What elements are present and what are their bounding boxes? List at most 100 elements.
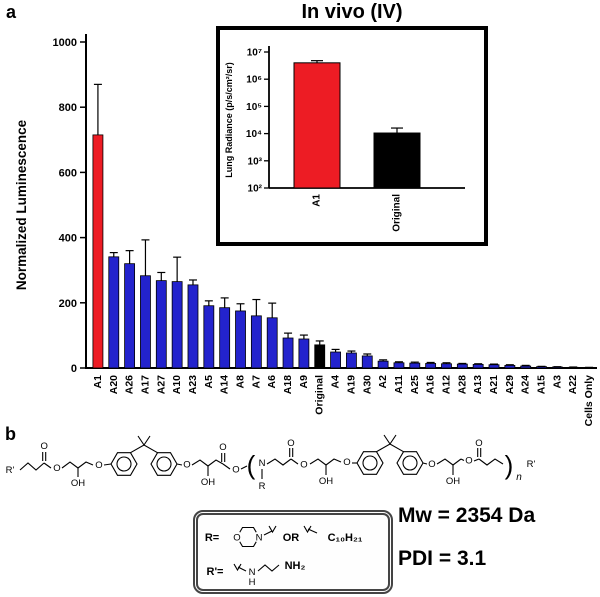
inset-bar-chart: 10² 10³ 10⁴ 10⁵ 10⁶ 10⁷ Lung Radiance (p/s/cm²… xyxy=(224,46,465,232)
x-tick-label: A3 xyxy=(551,375,563,389)
x-tick-label: A22 xyxy=(567,375,579,394)
y-tick-label: 10⁶ xyxy=(246,75,262,86)
y-tick-label: 10⁵ xyxy=(246,102,262,113)
amine-n-label: N xyxy=(259,458,266,469)
x-tick-label: A13 xyxy=(472,375,484,394)
x-tick-label: A19 xyxy=(345,375,357,394)
bar-A8 xyxy=(235,310,246,369)
hydroxyl-label: OH xyxy=(319,476,333,487)
molecular-weight-text: Mw = 2354 Da xyxy=(398,504,536,527)
x-tick-label: A25 xyxy=(409,375,421,394)
x-tick-label: A26 xyxy=(124,375,136,394)
x-tick-label: A20 xyxy=(108,375,120,394)
carbonyl-o-label: O xyxy=(41,441,48,452)
close-paren: ) xyxy=(505,450,514,480)
morpholine-o-label: O xyxy=(233,533,240,544)
bar-A2 xyxy=(377,360,389,369)
carbonyl-o-label: O xyxy=(219,442,226,453)
bar-A9 xyxy=(298,338,310,369)
y-tick-label: 10⁷ xyxy=(247,48,262,59)
bar-A25 xyxy=(409,362,421,369)
bar-A20 xyxy=(108,256,120,369)
panel-a-label: a xyxy=(6,2,17,22)
hydroxyl-label: OH xyxy=(446,476,460,487)
structure-bonds xyxy=(19,434,504,479)
x-tick-label: A15 xyxy=(536,375,548,394)
amine-h-label: H xyxy=(249,577,256,587)
pdi-text: PDI = 3.1 xyxy=(398,547,487,570)
x-tick-label: A1 xyxy=(312,194,323,207)
bar-A28 xyxy=(456,363,468,369)
x-tick-label: A21 xyxy=(488,375,500,394)
terminal-amine-label: NH₂ xyxy=(285,560,306,572)
x-tick-label: Original xyxy=(314,375,326,415)
bar-A30 xyxy=(361,355,373,369)
y-tick-label: 400 xyxy=(59,233,77,245)
y-tick-label: 0 xyxy=(71,363,77,375)
carbonyl-o-label: O xyxy=(287,438,294,449)
x-tick-label: A16 xyxy=(425,375,437,394)
hydroxyl-label: OH xyxy=(71,478,85,489)
r-prime-right-label: R' xyxy=(527,459,536,470)
x-tick-label: A14 xyxy=(219,375,231,394)
bar-A14 xyxy=(219,307,231,369)
bar-A16 xyxy=(425,363,437,369)
x-tick-label: A10 xyxy=(171,375,183,394)
legend-bonds xyxy=(231,525,318,572)
main-bar-chart: 0 200 400 600 800 1000 Normalized Luminescence… xyxy=(14,34,597,427)
ester-o-label: O xyxy=(300,460,307,471)
x-tick-label: A27 xyxy=(155,375,167,394)
phenol-o-label: O xyxy=(183,460,190,471)
r-group-legend-box: R= O N OR C₁₀H₂₁ R'= N H NH₂ xyxy=(193,510,393,594)
alkyl-chain-label: C₁₀H₂₁ xyxy=(328,532,363,544)
x-tick-label: A12 xyxy=(440,375,452,394)
x-tick-label: A2 xyxy=(377,375,389,389)
r-prime-equals-label: R'= xyxy=(207,566,224,578)
y-axis-title: Normalized Luminescence xyxy=(14,119,29,290)
bar-A24 xyxy=(520,365,532,369)
x-tick-label: A8 xyxy=(235,375,247,389)
y-tick-label: 200 xyxy=(59,298,77,310)
ester-o-label: O xyxy=(53,463,60,474)
y-axis-title: Lung Radiance (p/s/cm²/sr) xyxy=(224,62,234,178)
phenol-o-label: O xyxy=(95,460,102,471)
x-tick-label: A4 xyxy=(330,375,342,389)
carbonyl-o-label: O xyxy=(475,438,482,449)
or-label: OR xyxy=(283,532,300,544)
ester-o-label: O xyxy=(465,456,472,467)
x-tick-label: A5 xyxy=(203,375,215,389)
x-tick-label: A17 xyxy=(139,375,151,394)
r-prime-left-label: R' xyxy=(6,465,15,476)
bar-A18 xyxy=(282,337,294,369)
phenol-o-label: O xyxy=(428,459,435,470)
bar-A7 xyxy=(250,315,262,369)
x-tick-label: A18 xyxy=(282,375,294,394)
x-tick-label: A24 xyxy=(520,375,532,394)
y-tick-label: 10³ xyxy=(248,156,263,167)
bar-A21 xyxy=(488,364,500,369)
x-tick-label: Cells Only xyxy=(583,375,595,427)
y-tick-label: 800 xyxy=(59,102,77,114)
repeat-n-label: n xyxy=(516,472,522,483)
y-tick-label: 10⁴ xyxy=(246,129,262,140)
bar-A5 xyxy=(203,305,215,369)
bar-A23 xyxy=(187,284,199,369)
amine-n-label: N xyxy=(249,567,256,578)
x-tick-label: A11 xyxy=(393,375,405,394)
x-tick-label: A30 xyxy=(361,375,373,394)
x-tick-label: A23 xyxy=(187,375,199,394)
ester-o-label: O xyxy=(232,465,239,476)
y-tick-label: 1000 xyxy=(53,37,77,49)
bar-A10 xyxy=(171,281,183,369)
bar-A26 xyxy=(124,263,136,369)
y-tick-label: 600 xyxy=(59,167,77,179)
bar-A1 xyxy=(92,134,104,369)
polymer-structure-drawing: R' O O OH O O OH O O ( N R O O OH O O OH… xyxy=(6,434,536,492)
bar-Original xyxy=(373,132,421,189)
y-tick-label: 10² xyxy=(248,184,263,195)
r-group-label: R xyxy=(259,481,266,492)
bar-A6 xyxy=(266,317,278,369)
bar-A4 xyxy=(330,351,341,369)
bar-A15 xyxy=(536,366,547,369)
bar-A1 xyxy=(293,62,341,189)
